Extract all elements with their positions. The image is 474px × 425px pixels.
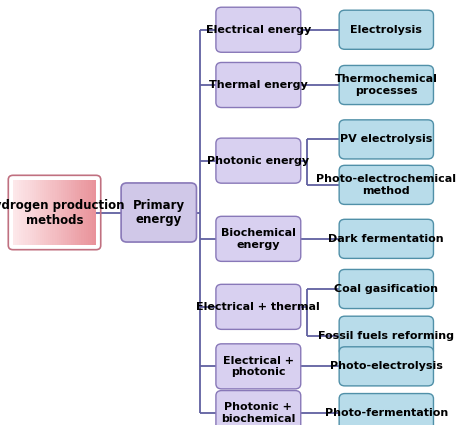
- Bar: [17, 180, 19, 246]
- FancyBboxPatch shape: [339, 165, 433, 204]
- Text: Thermal energy: Thermal energy: [209, 80, 308, 90]
- Bar: [77, 180, 79, 246]
- Bar: [53, 180, 55, 246]
- Bar: [26, 180, 27, 246]
- Bar: [59, 180, 61, 246]
- Text: Primary
energy: Primary energy: [133, 198, 185, 227]
- Bar: [56, 180, 59, 246]
- Text: PV electrolysis: PV electrolysis: [340, 134, 432, 145]
- FancyBboxPatch shape: [339, 316, 433, 355]
- Bar: [90, 180, 92, 246]
- Bar: [23, 180, 26, 246]
- Text: Electrolysis: Electrolysis: [350, 25, 422, 35]
- FancyBboxPatch shape: [339, 120, 433, 159]
- Bar: [83, 180, 86, 246]
- Bar: [34, 180, 36, 246]
- Bar: [71, 180, 73, 246]
- Bar: [94, 180, 96, 246]
- Text: Photonic +
biochemical: Photonic + biochemical: [221, 402, 295, 424]
- Bar: [38, 180, 40, 246]
- Bar: [13, 180, 15, 246]
- Bar: [92, 180, 94, 246]
- Text: Hydrogen production
methods: Hydrogen production methods: [0, 198, 125, 227]
- Bar: [36, 180, 38, 246]
- Bar: [19, 180, 21, 246]
- Text: Photo-electrolysis: Photo-electrolysis: [330, 361, 443, 371]
- Bar: [46, 180, 48, 246]
- Bar: [61, 180, 63, 246]
- FancyBboxPatch shape: [216, 216, 301, 261]
- Bar: [82, 180, 83, 246]
- Text: Biochemical
energy: Biochemical energy: [221, 228, 296, 249]
- Bar: [40, 180, 42, 246]
- Bar: [67, 180, 69, 246]
- Bar: [79, 180, 82, 246]
- Bar: [63, 180, 65, 246]
- FancyBboxPatch shape: [216, 391, 301, 425]
- Bar: [32, 180, 34, 246]
- Bar: [29, 180, 32, 246]
- Text: Coal gasification: Coal gasification: [334, 284, 438, 294]
- Bar: [73, 180, 75, 246]
- FancyBboxPatch shape: [121, 183, 196, 242]
- Bar: [55, 180, 56, 246]
- Bar: [48, 180, 50, 246]
- FancyBboxPatch shape: [339, 394, 433, 425]
- Bar: [27, 180, 29, 246]
- Bar: [88, 180, 90, 246]
- FancyBboxPatch shape: [339, 65, 433, 105]
- FancyBboxPatch shape: [339, 269, 433, 309]
- Bar: [42, 180, 44, 246]
- FancyBboxPatch shape: [216, 138, 301, 183]
- Text: Electrical + thermal: Electrical + thermal: [196, 302, 320, 312]
- FancyBboxPatch shape: [216, 7, 301, 52]
- Text: Thermochemical
processes: Thermochemical processes: [335, 74, 438, 96]
- FancyBboxPatch shape: [339, 347, 433, 386]
- FancyBboxPatch shape: [339, 10, 433, 49]
- Bar: [69, 180, 71, 246]
- FancyBboxPatch shape: [216, 284, 301, 329]
- Bar: [44, 180, 46, 246]
- Bar: [15, 180, 17, 246]
- Text: Photo-fermentation: Photo-fermentation: [325, 408, 448, 418]
- Text: Fossil fuels reforming: Fossil fuels reforming: [319, 331, 454, 341]
- FancyBboxPatch shape: [339, 219, 433, 258]
- Bar: [75, 180, 77, 246]
- FancyBboxPatch shape: [216, 62, 301, 108]
- Bar: [50, 180, 53, 246]
- Bar: [86, 180, 88, 246]
- Text: Dark fermentation: Dark fermentation: [328, 234, 444, 244]
- Text: Electrical +
photonic: Electrical + photonic: [223, 356, 294, 377]
- Bar: [65, 180, 67, 246]
- Bar: [21, 180, 23, 246]
- Text: Photonic energy: Photonic energy: [207, 156, 310, 166]
- Text: Electrical energy: Electrical energy: [206, 25, 311, 35]
- Text: Photo-electrochemical
method: Photo-electrochemical method: [316, 174, 456, 196]
- FancyBboxPatch shape: [216, 344, 301, 389]
